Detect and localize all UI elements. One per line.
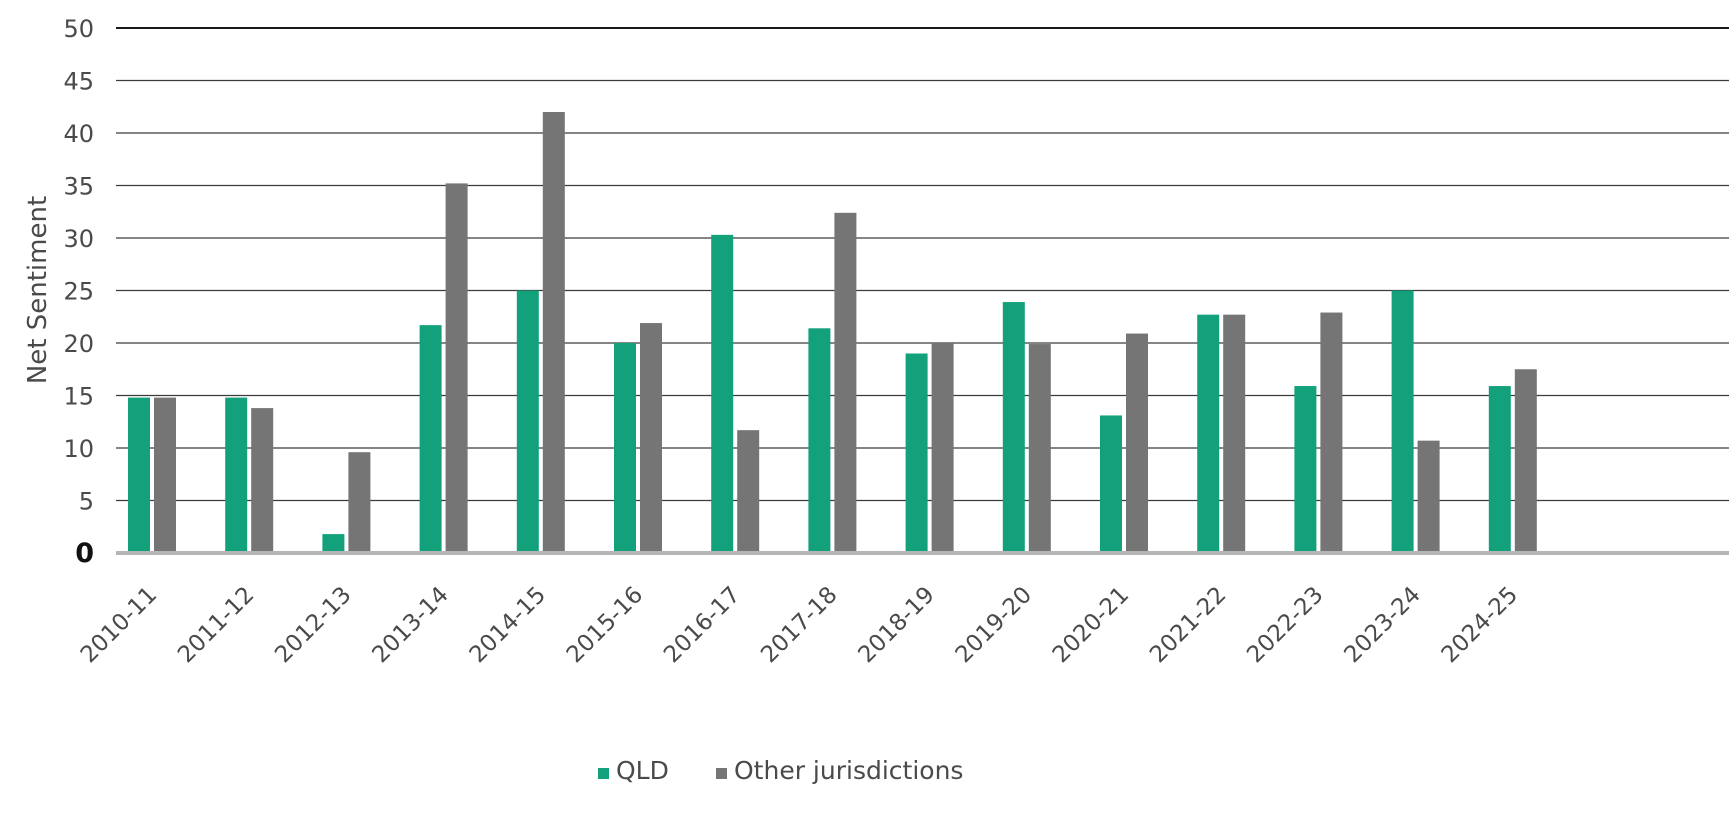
y-tick-label: 50	[63, 15, 94, 43]
x-tick-label: 2014-15	[465, 582, 551, 668]
y-tick-label: 15	[63, 383, 94, 411]
x-tick-label: 2020-21	[1048, 582, 1134, 668]
bar-other-jurisdictions	[251, 408, 274, 553]
bar-qld	[711, 234, 734, 553]
bar-qld	[808, 328, 831, 553]
legend-swatch	[716, 768, 727, 779]
bar-other-jurisdictions	[1028, 344, 1051, 553]
bar-other-jurisdictions	[1417, 440, 1440, 553]
bar-qld	[614, 343, 636, 553]
bar-qld	[128, 397, 150, 553]
bar-other-jurisdictions	[348, 452, 371, 553]
legend-swatch	[598, 768, 609, 779]
bar-other-jurisdictions	[1223, 314, 1246, 553]
bar-qld	[1488, 386, 1511, 553]
bar-qld	[905, 353, 928, 553]
x-tick-label: 2011-12	[173, 582, 259, 668]
bar-qld	[1294, 386, 1317, 553]
y-tick-label: 40	[63, 120, 94, 148]
y-tick-label: 0	[75, 538, 94, 569]
legend-label: QLD	[616, 756, 669, 785]
y-tick-label: 35	[63, 173, 94, 201]
y-axis-title: Net Sentiment	[23, 196, 53, 384]
y-tick-label: 5	[79, 488, 94, 516]
bar-other-jurisdictions	[931, 343, 954, 553]
bar-qld	[1391, 290, 1414, 553]
bar-qld	[1197, 314, 1220, 553]
x-tick-label: 2010-11	[76, 582, 162, 668]
bars	[128, 112, 1537, 554]
bar-other-jurisdictions	[1126, 333, 1148, 553]
bar-qld	[322, 534, 345, 553]
y-tick-label: 30	[63, 225, 94, 253]
y-tick-label: 20	[63, 330, 94, 358]
bar-other-jurisdictions	[542, 112, 565, 553]
bar-other-jurisdictions	[154, 397, 176, 553]
bar-qld	[419, 325, 442, 553]
x-tick-label: 2021-22	[1145, 582, 1231, 668]
bar-qld	[1100, 415, 1122, 553]
bar-qld	[1002, 302, 1025, 553]
legend: QLD Other jurisdictions	[598, 756, 963, 785]
bar-other-jurisdictions	[640, 323, 662, 553]
y-tick-label: 10	[63, 435, 94, 463]
bar-other-jurisdictions	[737, 430, 760, 553]
bar-other-jurisdictions	[834, 212, 857, 554]
x-tick-label: 2018-19	[853, 582, 939, 668]
x-tick-label: 2024-25	[1437, 582, 1523, 668]
x-tick-label: 2012-13	[270, 582, 356, 668]
axes: 0 5 10 15 20 25 30 35 40 45 50 2010-11 2011-12 2012-1…	[63, 15, 1729, 668]
bar-other-jurisdictions	[1514, 369, 1537, 553]
gridlines	[116, 27, 1729, 502]
bar-qld	[516, 290, 539, 553]
x-tick-label: 2023-24	[1339, 582, 1425, 668]
x-tick-label: 2017-18	[756, 582, 842, 668]
bar-qld	[225, 397, 248, 553]
x-tick-label: 2022-23	[1242, 582, 1328, 668]
bar-other-jurisdictions	[1320, 312, 1343, 553]
x-tick-label: 2019-20	[951, 582, 1037, 668]
bar-other-jurisdictions	[445, 183, 468, 553]
x-tick-label: 2013-14	[367, 582, 453, 668]
y-tick-label: 25	[63, 278, 94, 306]
x-tick-label: 2015-16	[562, 582, 648, 668]
legend-label: Other jurisdictions	[734, 756, 963, 785]
x-tick-label: 2016-17	[659, 582, 745, 668]
y-tick-label: 45	[63, 68, 94, 96]
